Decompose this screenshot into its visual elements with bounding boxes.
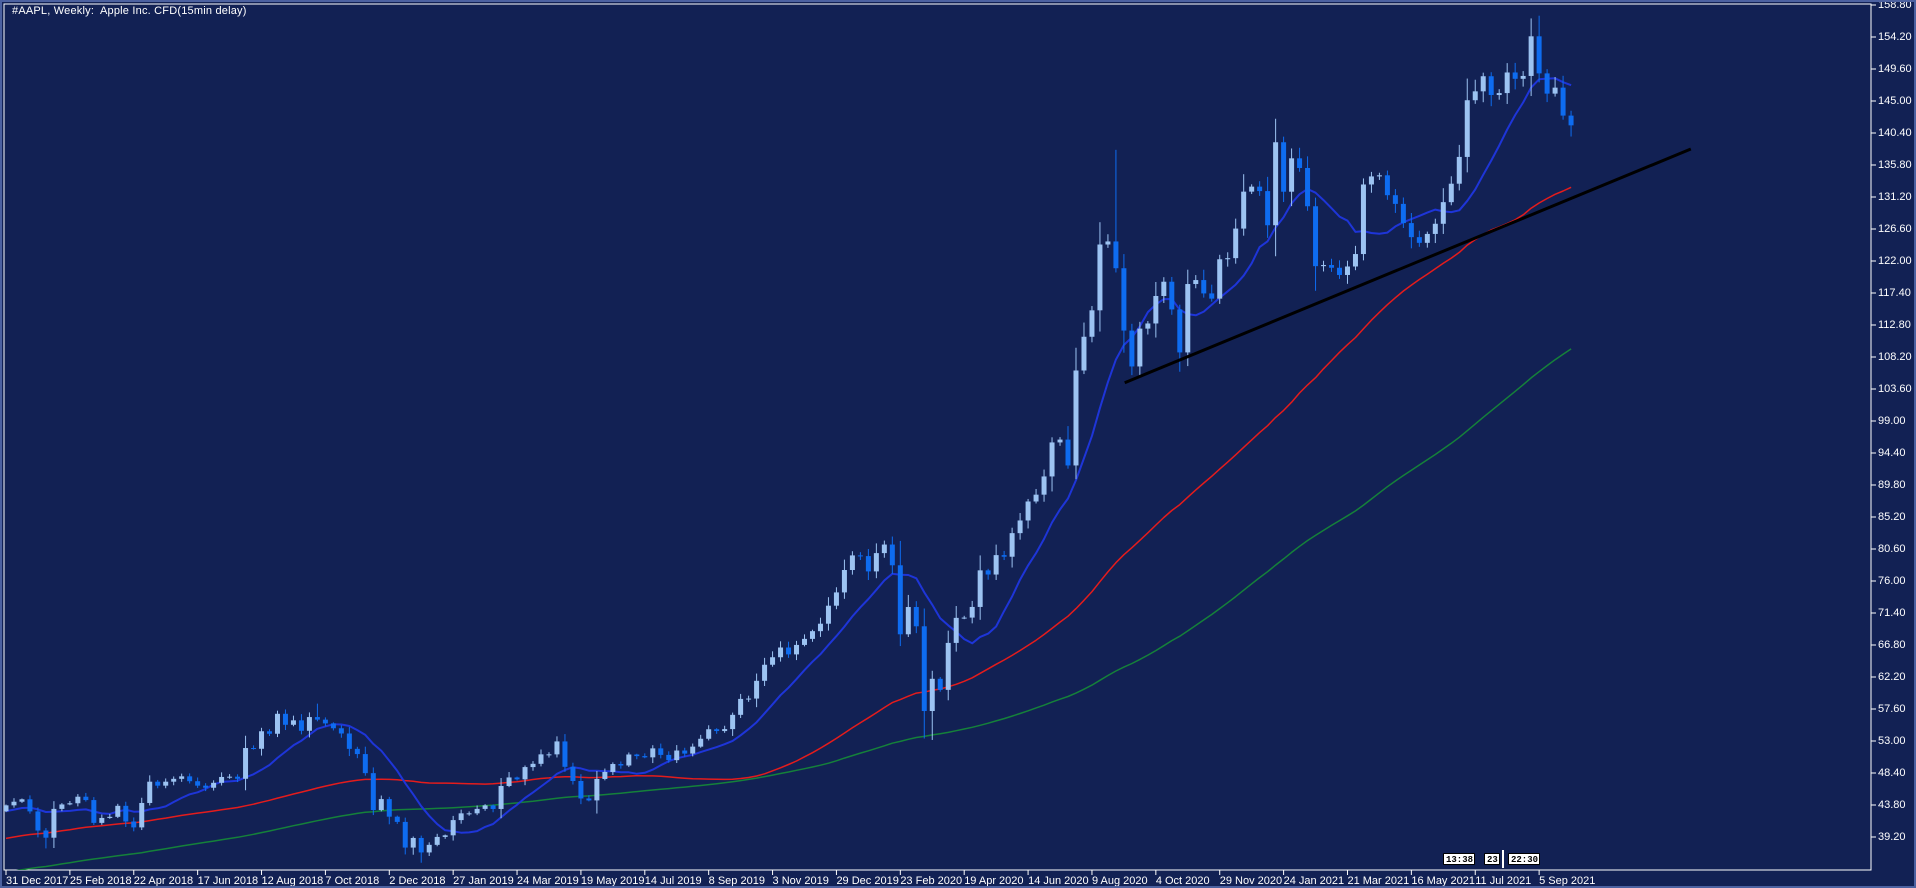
time-badge-right[interactable]: 22:30	[1508, 853, 1540, 865]
ma-medium-line	[5, 186, 1572, 840]
badge-separator-bar	[1502, 850, 1504, 868]
chart-title: #AAPL, Weekly: Apple Inc. CFD(15min dela…	[12, 5, 247, 17]
trendline[interactable]	[1124, 147, 1692, 385]
plot-frame	[3, 3, 1872, 871]
ma-slow-line	[15, 348, 1572, 870]
time-badge-middle[interactable]: 23	[1484, 853, 1500, 865]
ma-fast-line	[5, 77, 1572, 834]
plot-layer	[4, 15, 1692, 870]
candles-layer	[4, 15, 1574, 863]
time-badge-left[interactable]: 13:38	[1443, 853, 1475, 865]
